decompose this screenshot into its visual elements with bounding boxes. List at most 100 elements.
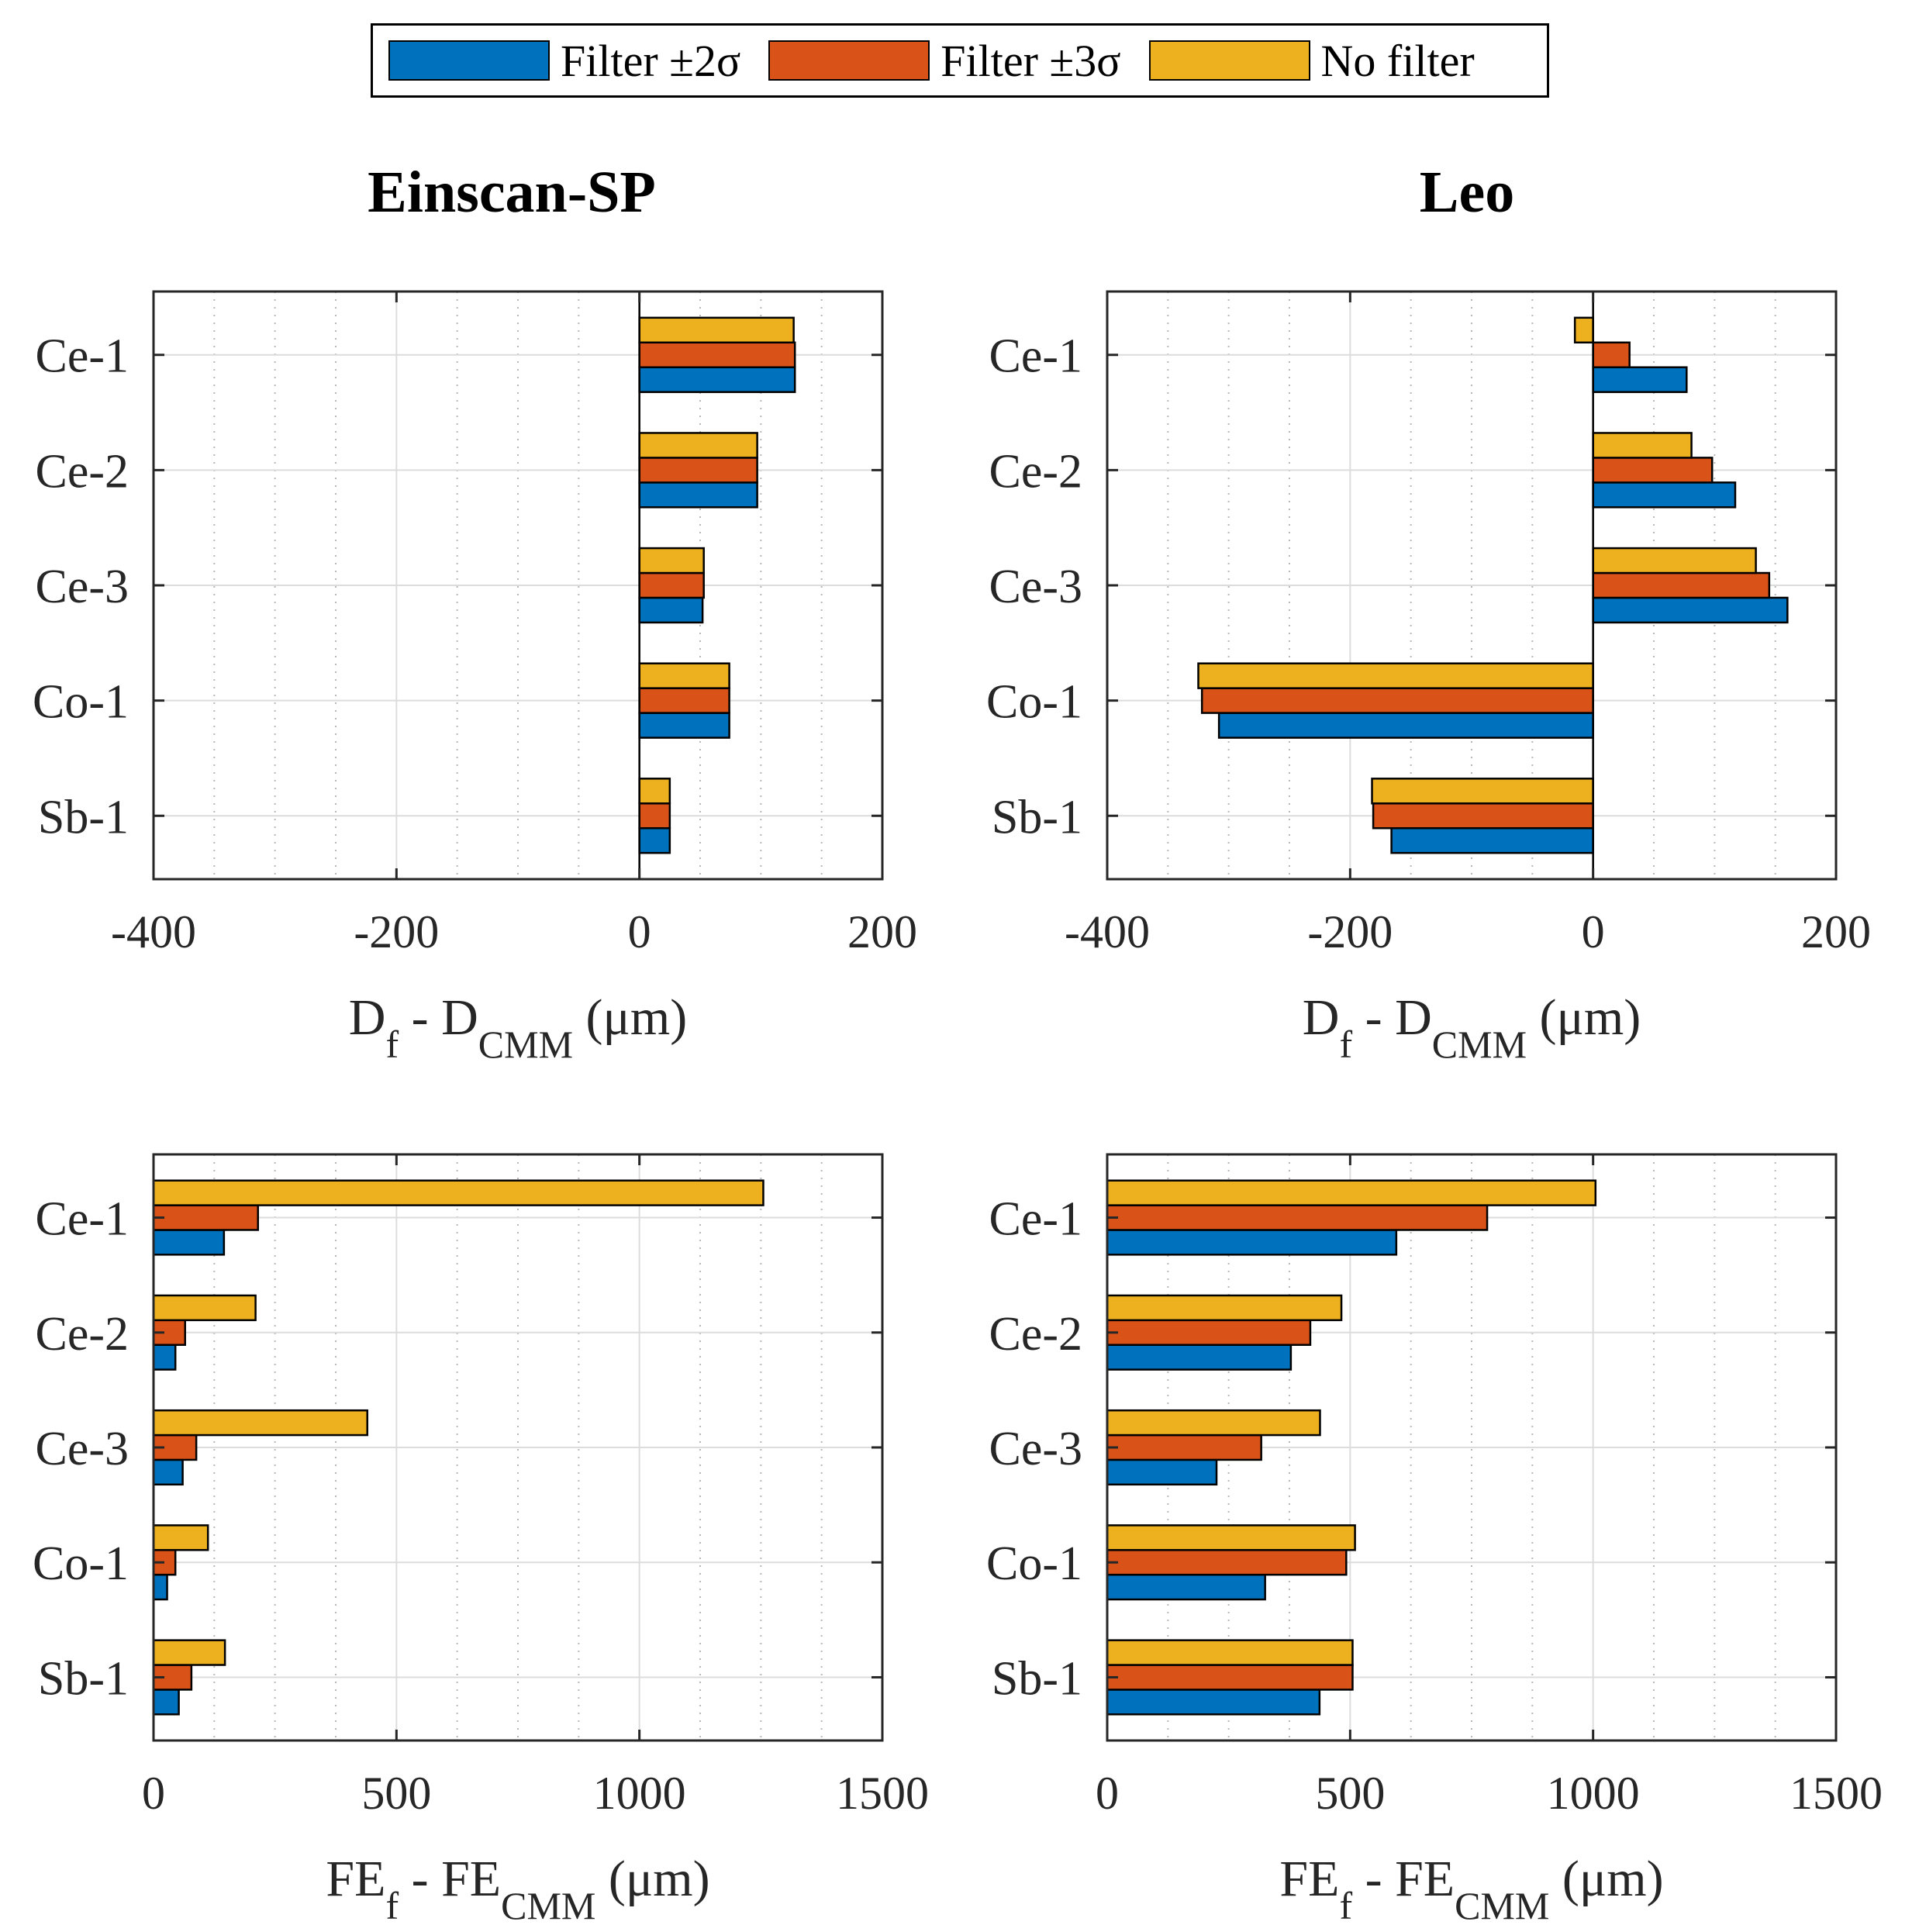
legend-swatch-no-filter — [1148, 40, 1310, 81]
bar — [638, 712, 730, 739]
bar — [1592, 341, 1631, 368]
y-tick-label: Ce-3 — [989, 561, 1082, 613]
bar — [638, 316, 795, 344]
chart-panel-4: 0 500 1000 1500 Ce-1 Ce-2 Ce-3 Co-1 Sb-1 FEf - FE… — [986, 1153, 1883, 1927]
bar — [1106, 1179, 1597, 1206]
bar — [1200, 687, 1594, 714]
x-axis-label-subscript: f — [1339, 1884, 1352, 1927]
y-tick-label: Co-1 — [33, 1537, 129, 1590]
x-axis-label-text: (μm) — [573, 989, 687, 1046]
x-tick-label: 0 — [142, 1768, 165, 1819]
y-tick-label: Ce-3 — [989, 1423, 1082, 1475]
x-axis-label-text: (μm) — [1527, 989, 1641, 1046]
x-tick-label: 0 — [628, 906, 651, 957]
y-tick-label: Sb-1 — [38, 791, 129, 844]
bar — [638, 687, 730, 714]
y-tick-label: Ce-3 — [35, 1423, 129, 1475]
x-axis-label-subscript: CMM — [1455, 1884, 1549, 1927]
bar — [638, 826, 671, 854]
bar — [1217, 712, 1594, 739]
x-tick-label: 1500 — [836, 1768, 929, 1819]
x-axis-label-subscript: CMM — [478, 1023, 573, 1066]
legend-label: No filter — [1320, 35, 1475, 86]
y-tick-label: Ce-2 — [35, 445, 129, 498]
y-tick-label: Ce-1 — [989, 330, 1082, 383]
x-axis-label-text: FE — [326, 1851, 385, 1907]
bar — [152, 1344, 177, 1371]
x-axis-label: Df - DCMM (μm) — [1303, 989, 1641, 1066]
x-tick-label: 200 — [1801, 906, 1871, 957]
bar — [1371, 778, 1594, 805]
y-tick-label: Sb-1 — [992, 1652, 1082, 1705]
x-axis-label-text: - D — [1352, 989, 1432, 1046]
bar — [1197, 662, 1594, 689]
bar — [1106, 1573, 1266, 1601]
bar — [152, 1179, 764, 1206]
legend-item-filter-3sigma: Filter ±3σ — [768, 35, 1121, 87]
bar — [152, 1689, 180, 1716]
x-tick-label: 1000 — [593, 1768, 686, 1819]
x-tick-label: 500 — [361, 1768, 431, 1819]
x-tick-label: -400 — [1065, 906, 1150, 957]
bar — [638, 481, 758, 509]
bar — [1592, 481, 1737, 509]
bar — [638, 341, 796, 368]
chart-panel-1: -400 -200 0 200 Ce-1 Ce-2 Ce-3 Co-1 Sb-1 Df - DCM… — [33, 290, 917, 1066]
bar — [1106, 1229, 1398, 1256]
x-tick-label: 0 — [1096, 1768, 1119, 1819]
x-axis-label: FEf - FECMM (μm) — [1279, 1851, 1663, 1927]
bar — [152, 1294, 257, 1322]
bar — [1106, 1344, 1293, 1371]
bar — [638, 662, 730, 689]
x-tick-label: -200 — [354, 906, 439, 957]
x-axis-label-text: - FE — [399, 1851, 501, 1907]
y-tick-label: Co-1 — [986, 676, 1082, 729]
x-tick-label: 500 — [1315, 1768, 1385, 1819]
bar — [638, 547, 705, 574]
y-tick-label: Ce-1 — [989, 1193, 1082, 1246]
bar — [638, 432, 758, 459]
bar — [1106, 1433, 1262, 1461]
y-tick-label: Sb-1 — [992, 791, 1082, 844]
x-axis-label: Df - DCMM (μm) — [349, 989, 687, 1066]
y-tick-label: Ce-2 — [989, 1308, 1082, 1361]
bar — [152, 1458, 184, 1486]
x-axis-label-subscript: CMM — [501, 1884, 595, 1927]
x-axis-label-text: (μm) — [1549, 1851, 1663, 1907]
x-axis-label-text: (μm) — [595, 1851, 709, 1907]
y-tick-label: Ce-2 — [989, 445, 1082, 498]
bar — [1390, 826, 1594, 854]
bar — [1592, 547, 1757, 574]
bar — [638, 571, 705, 599]
bar — [1573, 316, 1594, 344]
bar — [1592, 366, 1688, 393]
y-tick-label: Ce-2 — [35, 1308, 129, 1361]
bar — [1592, 432, 1693, 459]
bar — [1106, 1409, 1321, 1437]
bar — [638, 596, 704, 624]
bar — [1106, 1204, 1489, 1231]
x-tick-label: -200 — [1307, 906, 1393, 957]
bar — [152, 1573, 168, 1601]
bar — [1592, 571, 1771, 599]
bar — [1592, 457, 1714, 484]
bar — [1592, 596, 1789, 624]
bar — [1106, 1319, 1312, 1346]
x-axis-label-subscript: CMM — [1432, 1023, 1527, 1066]
legend-item-no-filter: No filter — [1148, 35, 1475, 87]
legend-label: Filter ±2σ — [561, 35, 741, 86]
bar — [638, 802, 671, 830]
bar — [152, 1229, 226, 1256]
bar — [152, 1409, 368, 1437]
column-title-leo: Leo — [1419, 160, 1515, 225]
bar — [152, 1639, 226, 1666]
chart-panel-2: -400 -200 0 200 Ce-1 Ce-2 Ce-3 Co-1 Sb-1 Df - DCM… — [986, 290, 1871, 1066]
x-axis-label-text: D — [349, 989, 386, 1046]
x-tick-label: 200 — [847, 906, 917, 957]
bar — [1106, 1639, 1354, 1666]
y-tick-label: Co-1 — [986, 1537, 1082, 1590]
chart-panel-3: 0 500 1000 1500 Ce-1 Ce-2 Ce-3 Co-1 Sb-1 FEf - FE… — [33, 1153, 929, 1927]
x-axis-label-text: - D — [399, 989, 478, 1046]
